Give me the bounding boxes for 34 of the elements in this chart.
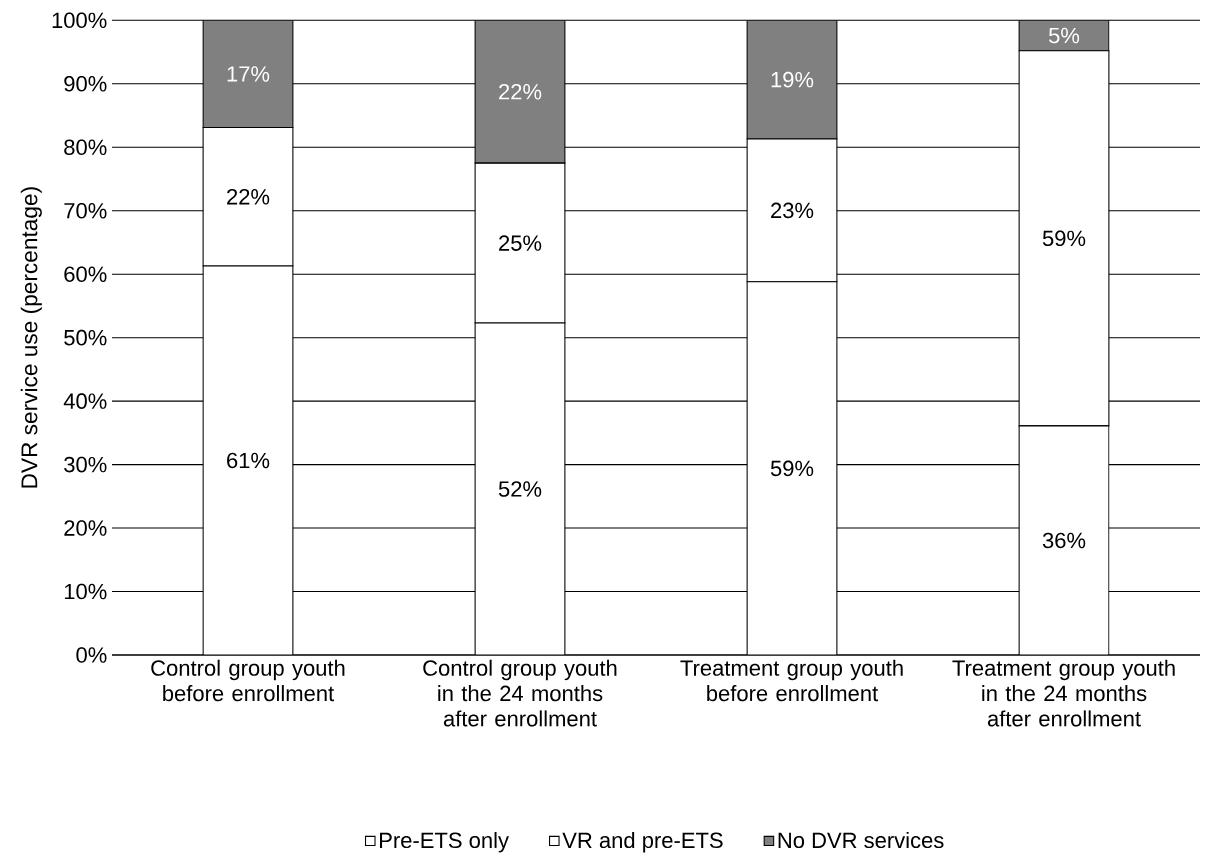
data-label: 59% [1042,230,1086,247]
x-tick-label: Treatment group youth before enrollment [680,659,903,702]
y-tick-label: 30% [64,456,107,473]
y-tick-label: 20% [64,520,107,536]
bar [746,20,838,140]
y-tick-label: 0% [76,647,107,663]
y-tick-label: 40% [63,393,107,409]
data-label: 25% [499,235,542,251]
y-tick-label: 90% [64,76,107,92]
data-label: 22% [227,189,270,205]
bar [474,20,566,164]
data-label: 23% [771,202,814,219]
data-label: 52% [498,481,542,497]
data-label: 22% [499,83,542,100]
y-tick-label: 10% [64,583,107,600]
x-tick-label: Control group youth in the 24 months after enrollment [423,659,617,727]
legend-label: Pre-ETS only [380,831,509,853]
y-tick-label: 50% [64,329,107,346]
y-axis-title: DVR service use (percentage) [20,187,42,488]
bar [202,20,294,129]
legend-label: VR and pre-ETS [562,831,723,853]
y-tick-label: 60% [64,266,107,282]
x-tick-label: Control group youth before enrollment [151,659,345,702]
x-tick-label: Treatment group youth in the 24 months after enrollment [952,659,1175,727]
legend-label: No DVR services [778,831,944,849]
y-tick-label: 70% [64,202,107,219]
data-label: 19% [771,71,814,88]
y-tick-label: 100% [52,12,107,29]
data-label: 5% [1048,27,1080,44]
data-label: 61% [227,452,270,469]
data-label: 17% [227,66,270,82]
data-label: 59% [770,460,814,477]
data-label: 36% [1042,532,1086,549]
y-tick-label: 80% [64,139,107,156]
